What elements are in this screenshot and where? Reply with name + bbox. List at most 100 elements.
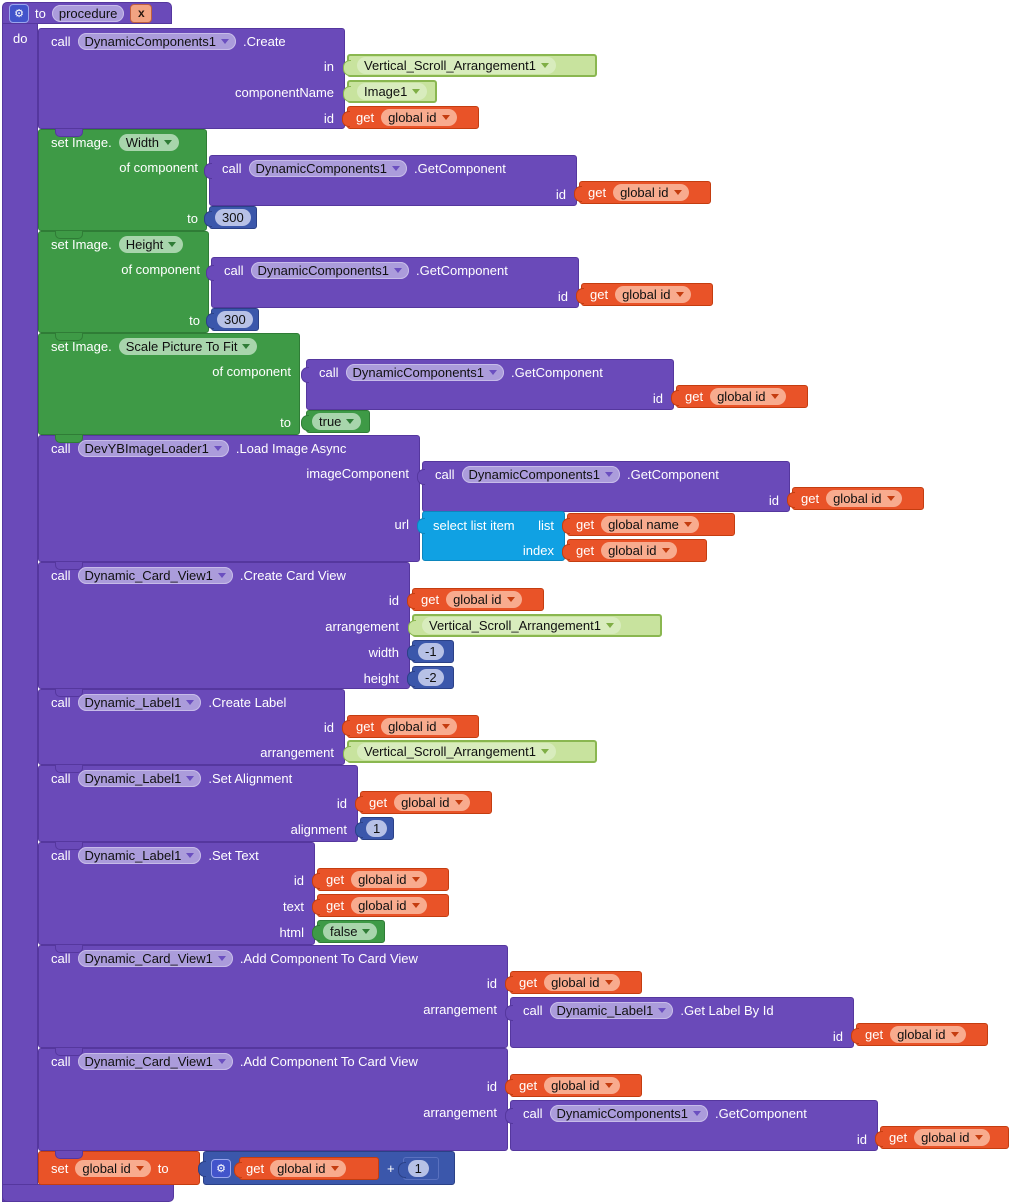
variable-dropdown[interactable]: global id <box>75 1159 151 1177</box>
call-block-load-image-async[interactable]: call DevYBImageLoader1 .Load Image Async… <box>38 435 420 562</box>
set-property-block[interactable]: set Image. Width of component to <box>38 129 207 231</box>
variable-dropdown[interactable]: global id <box>601 542 677 559</box>
number-field[interactable]: -1 <box>418 643 444 660</box>
variable-dropdown[interactable]: global name <box>601 516 699 533</box>
component-dropdown[interactable]: Dynamic_Label1 <box>77 694 202 711</box>
number-block[interactable]: 300 <box>204 206 257 229</box>
variable-dropdown[interactable]: global id <box>351 897 427 914</box>
component-dropdown[interactable]: Dynamic_Card_View1 <box>77 567 233 584</box>
property-dropdown[interactable]: Height <box>118 236 184 253</box>
gear-icon[interactable]: ⚙ <box>9 3 29 23</box>
gear-icon[interactable]: ⚙ <box>211 1158 231 1178</box>
procedure-block-header[interactable]: ⚙ to procedure x <box>2 2 172 24</box>
get-variable-block[interactable]: get global id <box>671 385 808 408</box>
get-variable-block[interactable]: get global id <box>355 791 492 814</box>
number-field[interactable]: -2 <box>418 669 444 686</box>
get-variable-block[interactable]: get global id <box>505 971 642 994</box>
variable-dropdown[interactable]: global id <box>446 591 522 608</box>
get-variable-block[interactable]: get global name <box>562 513 735 536</box>
number-block[interactable]: -1 <box>407 640 454 663</box>
call-block-add-component[interactable]: call Dynamic_Card_View1 .Add Component T… <box>38 945 508 1048</box>
variable-dropdown[interactable]: global id <box>914 1129 990 1146</box>
variable-dropdown[interactable]: global id <box>381 718 457 735</box>
get-variable-block[interactable]: get global id <box>312 894 449 917</box>
component-dropdown[interactable]: DynamicComponents1 <box>549 1105 709 1122</box>
call-block-getcomponent[interactable]: call DynamicComponents1 .GetComponent id <box>204 155 577 206</box>
variable-dropdown[interactable]: global id <box>544 1077 620 1094</box>
component-dropdown[interactable]: DynamicComponents1 <box>461 466 621 483</box>
variable-dropdown[interactable]: global id <box>615 286 691 303</box>
component-dropdown[interactable]: DynamicComponents1 <box>345 364 505 381</box>
call-block-getcomponent[interactable]: call DynamicComponents1 .GetComponent id <box>206 257 579 308</box>
variable-dropdown[interactable]: global id <box>890 1026 966 1043</box>
procedure-name-field[interactable]: procedure <box>51 4 125 22</box>
component-dropdown[interactable]: DynamicComponents1 <box>77 33 237 50</box>
component-dropdown[interactable]: DynamicComponents1 <box>250 262 410 279</box>
get-variable-block[interactable]: get global id <box>505 1074 642 1097</box>
component-dropdown[interactable]: Vertical_Scroll_Arrangement1 <box>357 57 556 74</box>
call-block-set-text[interactable]: call Dynamic_Label1 .Set Text id text ht… <box>38 842 315 945</box>
number-field[interactable]: 300 <box>217 311 253 328</box>
component-dropdown[interactable]: Dynamic_Card_View1 <box>77 950 233 967</box>
number-block[interactable]: 300 <box>206 308 259 331</box>
delete-icon[interactable]: x <box>130 3 153 23</box>
variable-dropdown[interactable]: global id <box>710 388 786 405</box>
logic-block[interactable]: true <box>301 410 370 433</box>
variable-dropdown[interactable]: global id <box>381 109 457 126</box>
call-block-create-card-view[interactable]: call Dynamic_Card_View1 .Create Card Vie… <box>38 562 410 689</box>
call-block-getcomponent[interactable]: call DynamicComponents1 .GetComponent id <box>301 359 674 410</box>
component-dropdown[interactable]: Dynamic_Label1 <box>549 1002 674 1019</box>
logic-dropdown[interactable]: false <box>323 923 378 940</box>
component-dropdown[interactable]: Vertical_Scroll_Arrangement1 <box>357 743 556 760</box>
component-block[interactable]: Image1 <box>343 80 437 103</box>
variable-dropdown[interactable]: global id <box>394 794 470 811</box>
component-block[interactable]: Vertical_Scroll_Arrangement1 <box>408 614 662 637</box>
component-dropdown[interactable]: Image1 <box>357 83 428 100</box>
get-variable-block[interactable]: get global id <box>574 181 711 204</box>
component-block[interactable]: Vertical_Scroll_Arrangement1 <box>343 54 597 77</box>
call-block-getcomponent[interactable]: call DynamicComponents1 .GetComponent id <box>505 1100 878 1151</box>
logic-block[interactable]: false <box>312 920 385 943</box>
property-dropdown[interactable]: Scale Picture To Fit <box>118 338 258 355</box>
call-block-create-label[interactable]: call Dynamic_Label1 .Create Label id arr… <box>38 689 345 765</box>
component-dropdown[interactable]: Dynamic_Card_View1 <box>77 1053 233 1070</box>
number-field[interactable]: 1 <box>407 1159 429 1177</box>
set-property-block[interactable]: set Image. Scale Picture To Fit of compo… <box>38 333 300 435</box>
call-block-create[interactable]: call DynamicComponents1 .Create in compo… <box>38 28 345 129</box>
number-block[interactable]: 1 <box>397 1156 439 1180</box>
set-property-block[interactable]: set Image. Height of component to <box>38 231 209 333</box>
number-field[interactable]: 300 <box>215 209 251 226</box>
call-block-getcomponent[interactable]: call DynamicComponents1 .GetComponent id <box>417 461 790 512</box>
get-variable-block[interactable]: get global id <box>787 487 924 510</box>
call-block-add-component[interactable]: call Dynamic_Card_View1 .Add Component T… <box>38 1048 508 1151</box>
get-variable-block[interactable]: get global id <box>342 715 479 738</box>
variable-dropdown[interactable]: global id <box>544 974 620 991</box>
get-variable-block[interactable]: get global id <box>407 588 544 611</box>
call-block-get-label-by-id[interactable]: call Dynamic_Label1 .Get Label By Id id <box>505 997 854 1048</box>
component-dropdown[interactable]: DevYBImageLoader1 <box>77 440 229 457</box>
number-block[interactable]: 1 <box>355 817 394 840</box>
get-variable-block[interactable]: get global id <box>562 539 707 562</box>
number-block[interactable]: -2 <box>407 666 454 689</box>
procedure-do-bar[interactable]: do <box>2 23 38 1202</box>
get-variable-block[interactable]: get global id <box>312 868 449 891</box>
call-block-set-alignment[interactable]: call Dynamic_Label1 .Set Alignment id al… <box>38 765 358 842</box>
select-list-item-block[interactable]: select list item list index <box>417 511 565 561</box>
math-add-block[interactable]: ⚙ get global id + 1 <box>198 1151 455 1185</box>
number-field[interactable]: 1 <box>366 820 388 837</box>
get-variable-block[interactable]: get global id <box>576 283 713 306</box>
get-variable-block[interactable]: get global id <box>851 1023 988 1046</box>
get-variable-block[interactable]: get global id <box>342 106 479 129</box>
get-variable-block[interactable]: get global id <box>234 1156 379 1180</box>
component-dropdown[interactable]: Dynamic_Label1 <box>77 770 202 787</box>
procedure-bottom-bar[interactable] <box>2 1184 174 1202</box>
component-dropdown[interactable]: DynamicComponents1 <box>248 160 408 177</box>
variable-dropdown[interactable]: global id <box>613 184 689 201</box>
property-dropdown[interactable]: Width <box>118 134 179 151</box>
variable-dropdown[interactable]: global id <box>270 1159 346 1177</box>
component-dropdown[interactable]: Vertical_Scroll_Arrangement1 <box>422 617 621 634</box>
variable-dropdown[interactable]: global id <box>826 490 902 507</box>
variable-dropdown[interactable]: global id <box>351 871 427 888</box>
component-block[interactable]: Vertical_Scroll_Arrangement1 <box>343 740 597 763</box>
logic-dropdown[interactable]: true <box>312 413 362 430</box>
